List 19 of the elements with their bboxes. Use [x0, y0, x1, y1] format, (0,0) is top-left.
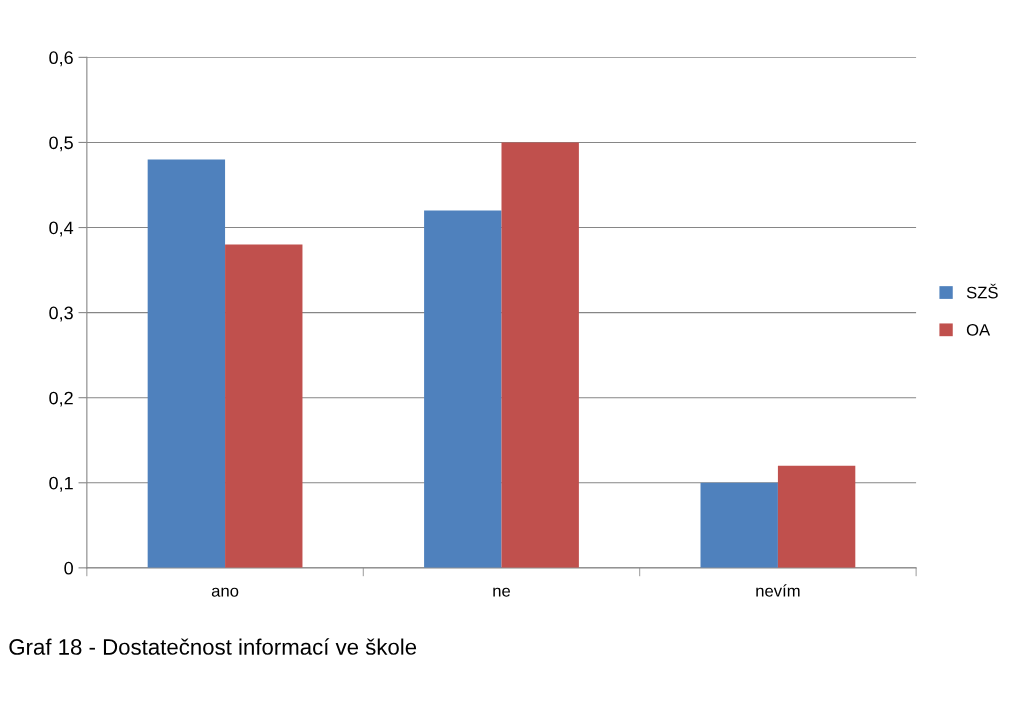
bar: [700, 482, 778, 568]
y-tick-label: 0,6: [49, 51, 73, 67]
bar: [147, 159, 226, 568]
bar: [501, 142, 579, 568]
y-tick-label: 0: [64, 561, 73, 575]
y-tick-label: 0,2: [49, 391, 73, 407]
x-tick-label: ano: [211, 587, 239, 597]
y-tick-label: 0,4: [49, 221, 74, 237]
legend-label: OA: [966, 323, 991, 336]
bar: [777, 465, 856, 568]
bar: [424, 210, 502, 568]
text: Graf 18 - Dostatečnost informací ve škole: [9, 638, 417, 655]
y-tick-label: 0,5: [49, 136, 73, 152]
y-tick-label: 0,3: [49, 306, 73, 322]
bar: [225, 244, 303, 568]
legend-label: SZŠ: [966, 283, 998, 299]
x-tick-label: ne: [493, 587, 511, 597]
x-tick-label: nevím: [756, 584, 800, 597]
y-tick-label: 0,1: [49, 476, 73, 492]
